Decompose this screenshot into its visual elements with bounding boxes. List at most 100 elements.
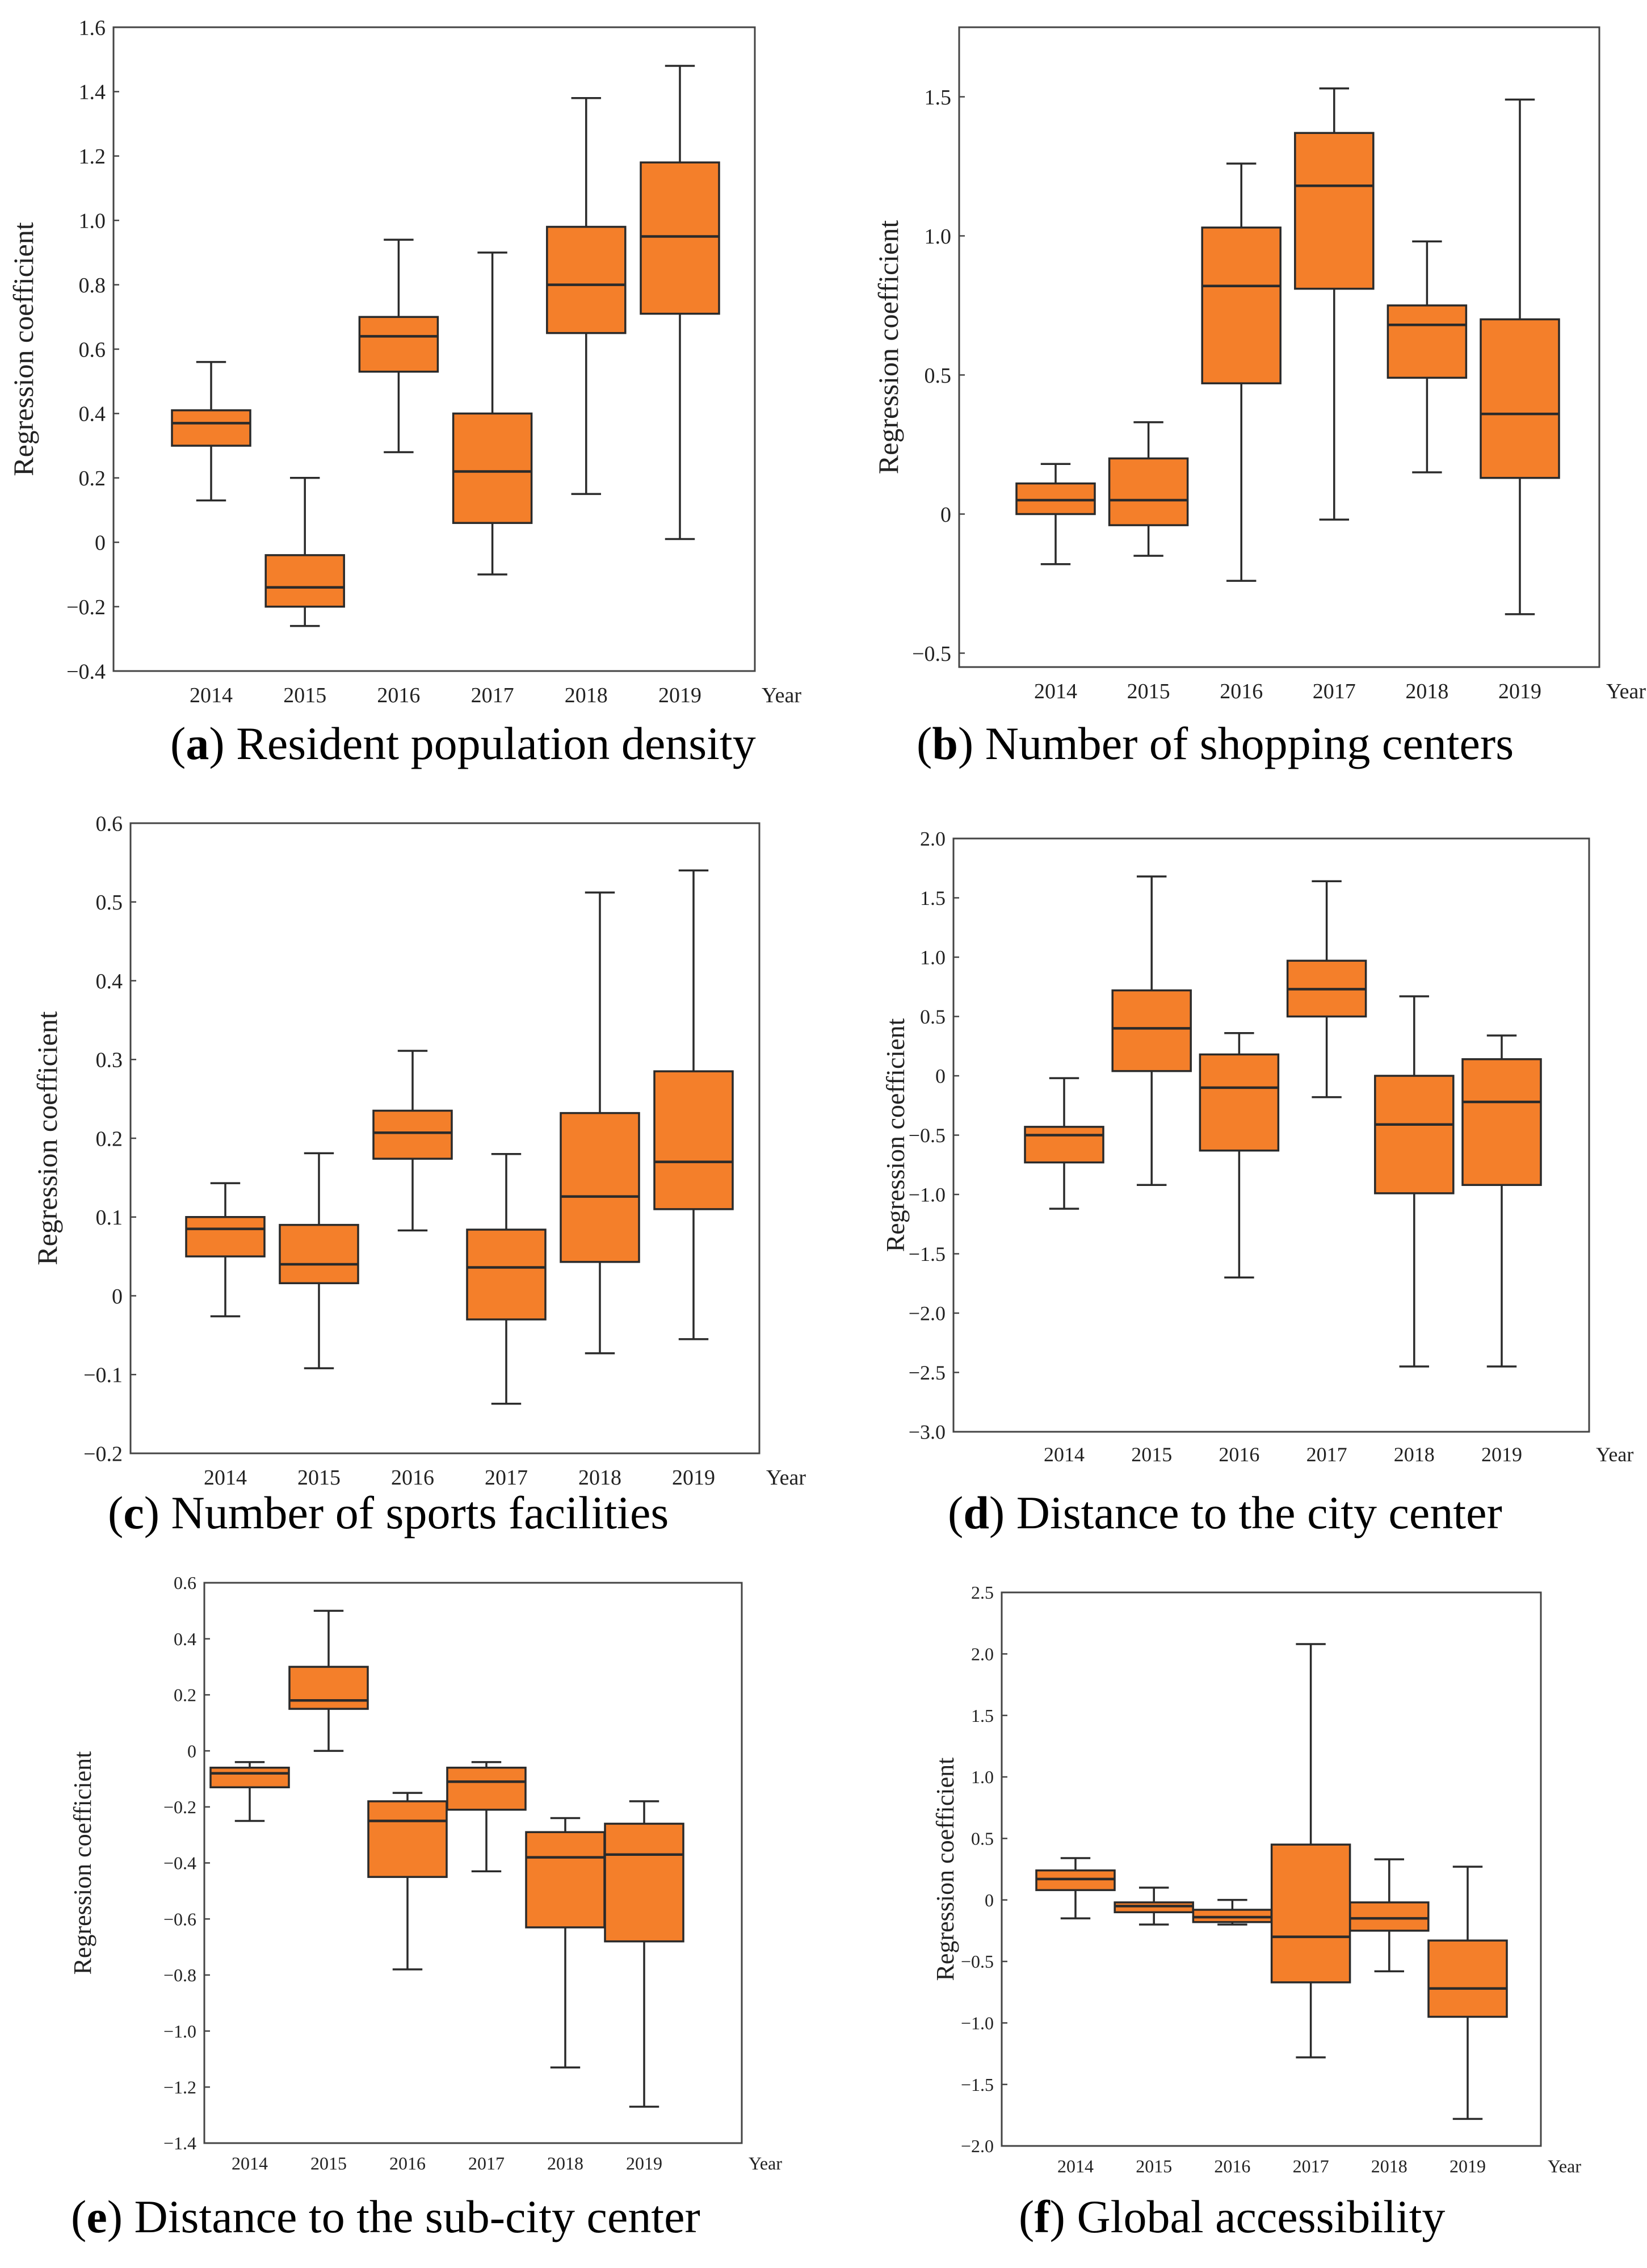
y-tick-label: −0.2 <box>66 596 106 619</box>
x-tick-label: 2016 <box>1220 680 1263 703</box>
x-tick-label: 2015 <box>1127 680 1170 703</box>
box-2014 <box>1035 1857 1116 1919</box>
plot-frame <box>958 26 1600 668</box>
y-tick-label: 0.5 <box>971 1829 994 1849</box>
y-tick-label: −1.5 <box>909 1243 946 1265</box>
y-tick-label: −0.6 <box>163 1909 196 1929</box>
iqr-box <box>288 1666 369 1710</box>
x-tick-label: 2019 <box>658 684 701 707</box>
caption-letter: a <box>186 718 209 769</box>
y-tick-label: −0.4 <box>66 660 106 684</box>
y-tick-label: 0.4 <box>79 403 106 426</box>
y-tick-label: −1.2 <box>163 2077 196 2098</box>
iqr-box <box>1201 227 1282 384</box>
iqr-box <box>264 554 345 608</box>
box-2019 <box>1427 1865 1508 2120</box>
box-2018 <box>1386 240 1468 473</box>
caption-text: Resident population density <box>224 718 756 769</box>
iqr-box <box>372 1109 453 1160</box>
chart-d: −3.0 −2.5 −2.0 −1.5 −1.0 −0.5 0 0.5 1.0 1.5 2.0 Reg… <box>881 828 1633 1466</box>
box-2015 <box>264 477 345 627</box>
y-tick-label: −1.4 <box>163 2133 196 2153</box>
x-tick-label: 2018 <box>1405 680 1448 703</box>
x-tick-label: 2014 <box>190 684 233 707</box>
x-tick-label: 2014 <box>1057 2156 1094 2176</box>
y-tick-label: 1.4 <box>79 81 106 104</box>
y-tick-label: −1.0 <box>961 2013 994 2034</box>
x-tick-label: 2017 <box>468 2153 505 2173</box>
caption-paren: ( <box>170 718 186 769</box>
box-2015 <box>1114 1886 1194 1926</box>
y-tick-label: −0.2 <box>83 1442 123 1466</box>
y-tick-label: 1.2 <box>79 145 106 169</box>
y-tick-label: −0.1 <box>83 1364 123 1387</box>
x-tick-label: 2019 <box>1449 2156 1486 2176</box>
x-tick-label: 2014 <box>204 1466 247 1490</box>
x-tick-label: 2014 <box>1034 680 1077 703</box>
box-2019 <box>1480 98 1560 615</box>
x-tick-label: 2019 <box>1481 1443 1522 1466</box>
y-tick-label: 0.6 <box>96 812 123 836</box>
x-axis-label: Year <box>749 2153 782 2173</box>
box-2017 <box>1294 87 1375 521</box>
caption-d: (d) Distance to the city center <box>948 1486 1502 1540</box>
iqr-box <box>446 1766 527 1811</box>
iqr-box <box>604 1822 684 1943</box>
x-axis-label: Year <box>766 1466 806 1490</box>
caption-paren: ( <box>71 2191 87 2242</box>
x-tick-label: 2019 <box>672 1466 715 1490</box>
chart-f: −2.0 −1.5 −1.0 −0.5 0 0.5 1.0 1.5 2.0 2.5 Regressi… <box>931 1582 1581 2176</box>
x-tick-label: 2016 <box>377 684 420 707</box>
y-tick-label: −0.5 <box>961 1951 994 1972</box>
iqr-box <box>1427 1939 1508 2018</box>
caption-paren: ) <box>989 1487 1005 1538</box>
y-tick-label: 0.5 <box>96 891 123 915</box>
y-tick-label: 0.4 <box>174 1629 196 1649</box>
y-tick-label: 2.5 <box>971 1582 994 1603</box>
iqr-box <box>1015 482 1096 515</box>
box-2018 <box>1374 995 1455 1368</box>
box-2017 <box>452 251 533 576</box>
box-2014 <box>1015 463 1096 565</box>
y-tick-label: 0.1 <box>96 1206 123 1230</box>
y-axis-label: Regression coefficient <box>31 1011 63 1265</box>
box-2017 <box>446 1761 527 1873</box>
iqr-box <box>358 316 439 373</box>
box-2014 <box>171 360 251 502</box>
x-tick-label: 2018 <box>1371 2156 1407 2176</box>
chart-c: −0.2 −0.1 0 0.1 0.2 0.3 0.4 0.5 0.6 Regression co… <box>31 812 806 1490</box>
y-tick-label: 0.5 <box>920 1005 946 1028</box>
y-tick-label: −0.5 <box>909 1124 946 1147</box>
iqr-box <box>546 225 627 334</box>
y-tick-label: 0.6 <box>174 1573 196 1593</box>
iqr-box <box>1024 1126 1104 1164</box>
y-tick-label: 0.6 <box>79 338 106 362</box>
x-tick-label: 2018 <box>1394 1443 1435 1466</box>
iqr-box <box>1480 318 1560 479</box>
iqr-box <box>1461 1058 1542 1187</box>
x-tick-label: 2018 <box>565 684 608 707</box>
chart-a: −0.4 −0.2 0 0.2 0.4 0.6 0.8 1.0 1.2 1.4 1.6 Regress… <box>7 16 801 707</box>
x-tick-label: 2017 <box>1313 680 1356 703</box>
y-tick-label: −2.0 <box>909 1302 946 1325</box>
iqr-box <box>1386 304 1468 379</box>
x-axis-label: Year <box>1548 2156 1581 2176</box>
x-tick-label: 2016 <box>389 2153 426 2173</box>
y-tick-label: 0.5 <box>925 364 952 388</box>
box-2014 <box>209 1761 290 1822</box>
y-tick-label: 0.2 <box>174 1685 196 1705</box>
box-2017 <box>1270 1643 1351 2059</box>
box-2016 <box>1199 1032 1280 1279</box>
y-tick-label: 1.0 <box>920 946 946 969</box>
x-tick-label: 2015 <box>1136 2156 1172 2176</box>
iqr-box <box>1270 1843 1351 1984</box>
caption-e: (e) Distance to the sub-city center <box>71 2190 700 2244</box>
caption-paren: ( <box>108 1487 124 1538</box>
x-tick-label: 2015 <box>297 1466 341 1490</box>
caption-letter: b <box>932 718 958 769</box>
iqr-box <box>1199 1053 1280 1152</box>
y-tick-label: 1.0 <box>925 225 952 249</box>
box-2015 <box>1111 875 1192 1187</box>
box-2016 <box>1201 162 1282 582</box>
